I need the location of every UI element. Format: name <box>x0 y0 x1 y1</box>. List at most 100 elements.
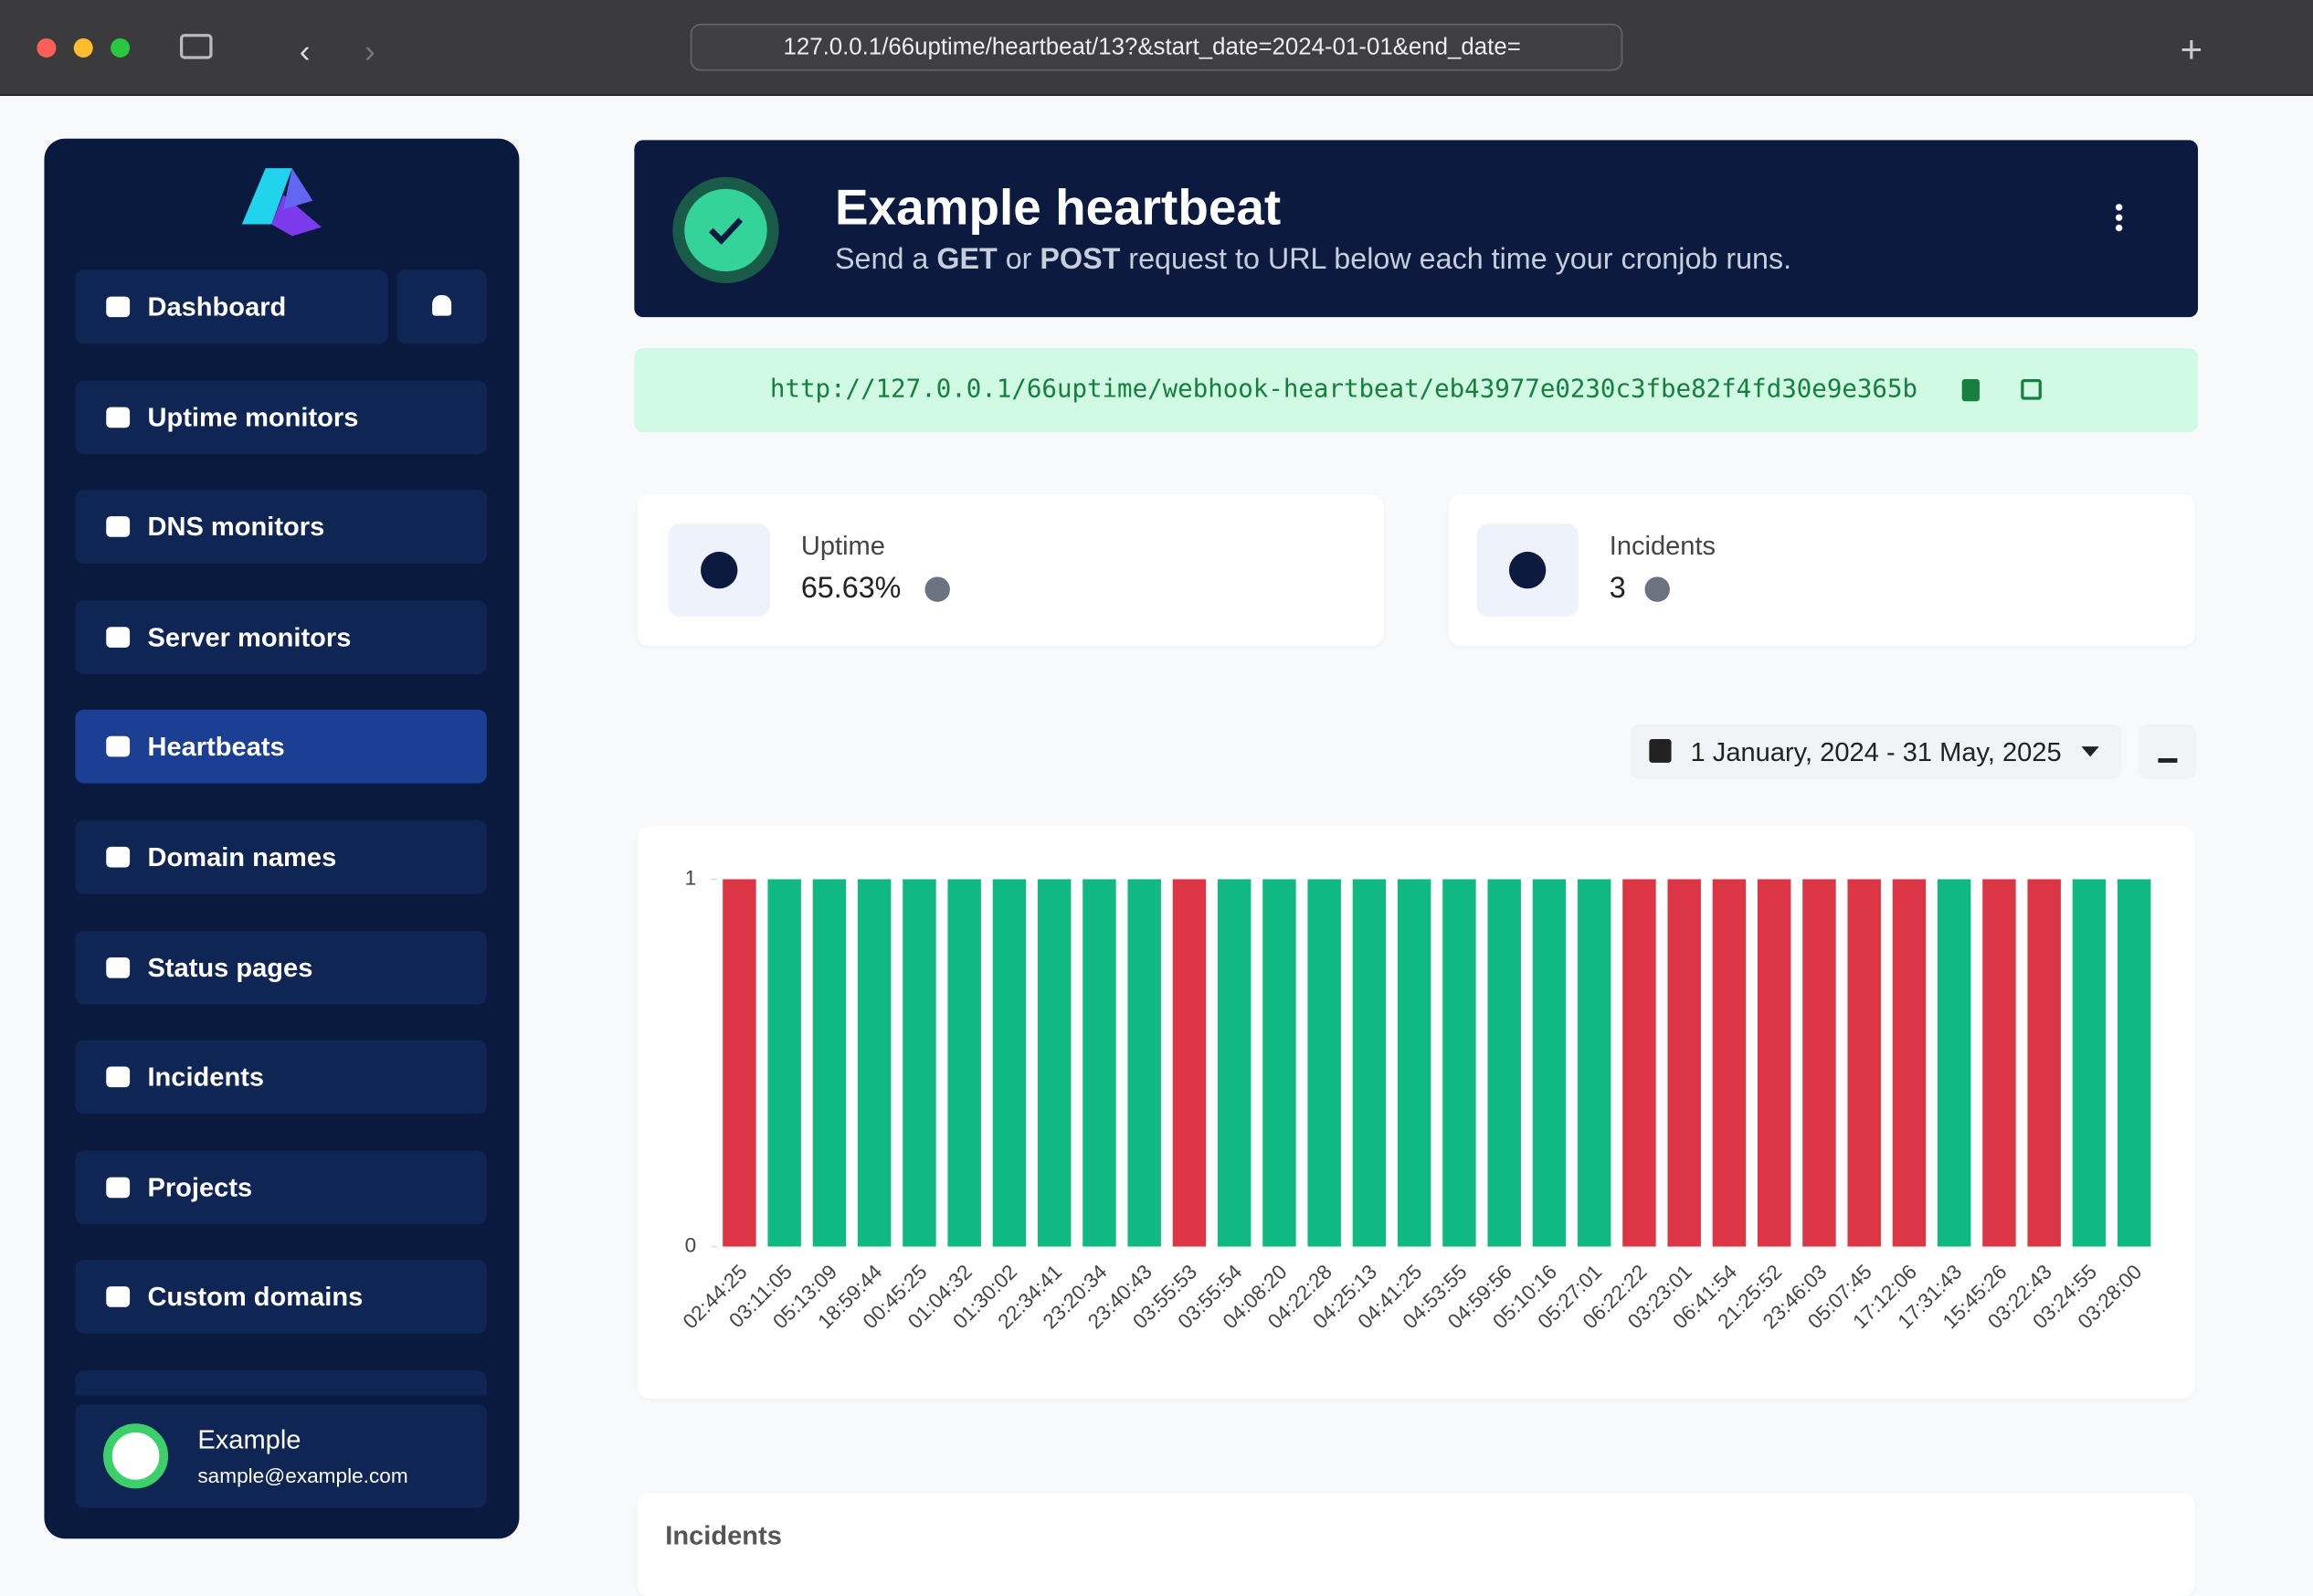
stat-label: Incidents <box>1609 531 1716 561</box>
sidebar-toggle[interactable] <box>180 34 213 59</box>
user-name: Example <box>197 1424 301 1455</box>
menu-button[interactable] <box>2115 202 2123 232</box>
bar <box>2117 879 2151 1247</box>
status-icon <box>672 176 779 284</box>
info-icon[interactable] <box>1644 576 1670 602</box>
bar <box>1892 879 1927 1247</box>
webhook-url[interactable]: http://127.0.0.1/66uptime/webhook-heartb… <box>769 375 1918 405</box>
date-range: 1 January, 2024 - 31 May, 2025 <box>1690 737 2062 767</box>
nav-label: Uptime monitors <box>147 402 359 432</box>
nav-label: Heartbeats <box>147 731 285 761</box>
notifications-button[interactable] <box>396 270 487 344</box>
stat-value: 65.63% <box>800 572 902 606</box>
text: or <box>997 243 1040 276</box>
nav-item[interactable]: Server monitors <box>75 600 487 674</box>
logo <box>241 168 322 237</box>
bar <box>947 879 981 1247</box>
nav-label: Projects <box>147 1171 253 1202</box>
nav-item[interactable]: DNS monitors <box>75 490 487 564</box>
open-button[interactable] <box>2021 379 2042 400</box>
minimize-button[interactable] <box>73 37 93 58</box>
nav-label: Status pages <box>147 952 313 982</box>
bar <box>1802 879 1836 1247</box>
bar <box>1937 879 1971 1247</box>
back-button[interactable]: ‹ <box>299 32 311 69</box>
avatar <box>103 1423 169 1489</box>
incidents-card: Incidents <box>637 1493 2195 1596</box>
copy-button[interactable] <box>1961 379 1980 402</box>
bar <box>1622 879 1656 1247</box>
bar <box>1487 879 1521 1247</box>
text: request to URL below each time your cron… <box>1120 243 1792 276</box>
nav-item[interactable]: Status pages <box>75 930 487 1005</box>
section-title: Incidents <box>665 1520 782 1551</box>
nav-item[interactable]: Uptime monitors <box>75 380 487 455</box>
user-card[interactable]: Example sample@example.com <box>75 1404 487 1508</box>
address-bar[interactable]: 127.0.0.1/66uptime/heartbeat/13?&start_d… <box>690 23 1623 71</box>
nav-item[interactable]: Incidents <box>75 1040 487 1115</box>
bar <box>1127 879 1161 1247</box>
url: 127.0.0.1/66uptime/heartbeat/13?&start_d… <box>783 35 1521 61</box>
bar <box>1307 879 1341 1247</box>
nav-item[interactable]: Custom domains <box>75 1260 487 1334</box>
bar <box>1847 879 1881 1247</box>
caret <box>2081 746 2099 766</box>
nav-label: DNS monitors <box>147 511 325 541</box>
bar <box>1262 879 1296 1247</box>
text: Send a <box>834 243 937 276</box>
bar <box>1352 879 1387 1247</box>
bar <box>1757 879 1791 1247</box>
bar <box>1397 879 1431 1247</box>
bar <box>903 879 936 1247</box>
bar <box>723 879 756 1247</box>
browser-toolbar: ‹ › 127.0.0.1/66uptime/heartbeat/13?&sta… <box>0 0 2313 96</box>
date-range-picker[interactable]: 1 January, 2024 - 31 May, 2025 <box>1630 724 2122 779</box>
nav-item[interactable]: Domain names <box>75 819 487 894</box>
stat-card: Incidents 3 <box>1448 493 2195 647</box>
forward-button[interactable]: › <box>364 32 375 69</box>
info-icon[interactable] <box>924 576 950 602</box>
bar <box>1037 879 1072 1247</box>
nav-label: Server monitors <box>147 621 352 651</box>
nav-label: Custom domains <box>147 1281 364 1311</box>
bar <box>1172 879 1207 1247</box>
user-email: sample@example.com <box>197 1463 408 1487</box>
nav-item-partial <box>75 1370 487 1396</box>
bar <box>2072 879 2107 1247</box>
bar <box>1532 879 1567 1247</box>
chart: 0102:44:2503:11:0505:13:0918:59:4400:45:… <box>679 866 2151 1333</box>
nav-item[interactable]: Dashboard <box>75 270 388 344</box>
chart-card: 0 1 02:44:25 03:11:05 05:13:09 18:59:44 00:45:… <box>637 826 2195 1399</box>
stat-value: 3 <box>1609 572 1626 606</box>
bar <box>857 879 892 1247</box>
bar <box>1083 879 1116 1247</box>
nav-item-active[interactable]: Heartbeats <box>75 709 487 784</box>
stat-card: Uptime 65.63% <box>637 493 1384 647</box>
bar <box>1442 879 1476 1247</box>
text: POST <box>1040 243 1121 276</box>
header-card: Example heartbeat Send a GET or POST req… <box>634 140 2199 318</box>
y-tick-label: 1 <box>685 866 697 889</box>
zoom-button[interactable] <box>111 37 131 58</box>
text: GET <box>936 243 998 276</box>
page-title: Example heartbeat <box>834 180 1282 237</box>
bar <box>1217 879 1252 1247</box>
bar <box>1982 879 2016 1247</box>
close-button[interactable] <box>37 37 57 58</box>
bar <box>1667 879 1701 1247</box>
bar <box>2027 879 2061 1247</box>
bar <box>992 879 1027 1247</box>
nav-item[interactable]: Projects <box>75 1150 487 1225</box>
nav-label: Domain names <box>147 841 337 872</box>
bar <box>1577 879 1611 1247</box>
nav-label: Dashboard <box>147 291 287 322</box>
y-tick-label: 0 <box>685 1233 697 1256</box>
page-subtitle: Send a GET or POST request to URL below … <box>835 243 1791 277</box>
webhook-bar: http://127.0.0.1/66uptime/webhook-heartb… <box>634 348 2199 433</box>
new-tab-button[interactable]: + <box>2180 26 2203 71</box>
download-button[interactable] <box>2139 724 2197 779</box>
nav-label: Incidents <box>147 1061 265 1092</box>
bar <box>767 879 801 1247</box>
